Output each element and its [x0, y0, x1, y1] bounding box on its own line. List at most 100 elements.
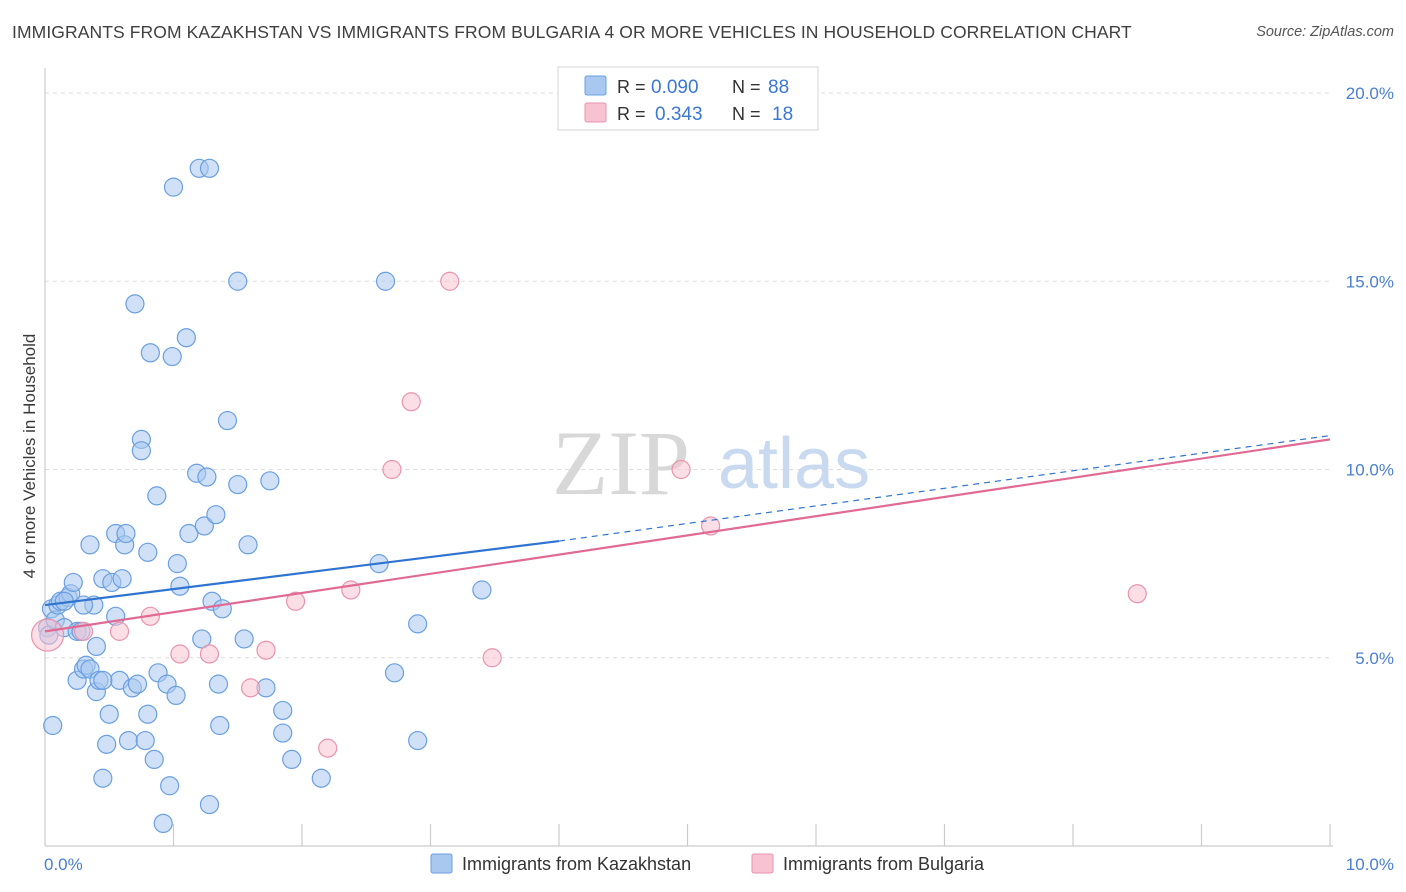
kazakhstan-point [208, 674, 229, 694]
bottom-legend-label-bulgaria: Immigrants from Bulgaria [783, 854, 985, 874]
legend-box: R = 0.090 N = 88 R = 0.343 N = 18 [557, 66, 819, 131]
y-tick-labels: 5.0% 10.0% 15.0% 20.0% [1346, 84, 1394, 668]
kazakhstan-point [192, 629, 212, 649]
kazakhstan-point [138, 704, 158, 724]
bulgaria-point [199, 644, 220, 664]
kazakhstan-point [472, 580, 492, 600]
kazakhstan-point [179, 523, 199, 544]
bottom-legend-swatch-bulgaria [751, 853, 774, 874]
kazakhstan-point [86, 636, 107, 657]
bulgaria-point [241, 678, 261, 698]
kazakhstan-point [408, 614, 428, 634]
kazakhstan-point [228, 271, 248, 291]
watermark-atlas: atlas [718, 424, 870, 504]
bulgaria-point [382, 459, 402, 480]
y-axis-label: 4 or more Vehicles in Household [20, 334, 39, 579]
bulgaria-point [170, 644, 190, 664]
kazakhstan-point [43, 715, 63, 736]
kazakhstan-point [228, 474, 248, 495]
kazakhstan-point [147, 486, 167, 506]
kazakhstan-point [194, 516, 214, 536]
kazakhstan-point [144, 749, 164, 770]
bulgaria-trend-line [44, 438, 1331, 633]
kazakhstan-point [125, 294, 145, 314]
trend-lines [44, 435, 1331, 633]
kazakhstan-point [199, 794, 220, 815]
kazakhstan-point [206, 505, 226, 525]
bulgaria-point [482, 648, 502, 668]
watermark: ZIP atlas [552, 412, 870, 514]
kazakhstan-point [273, 723, 293, 743]
kazakhstan-point [131, 441, 151, 461]
kazakhstan-point [260, 471, 280, 491]
bottom-legend-label-kazakhstan: Immigrants from Kazakhstan [462, 854, 691, 874]
legend-r-value-bulgaria: 0.343 [655, 104, 703, 125]
bulgaria-point [671, 459, 691, 480]
kazakhstan-point [199, 158, 220, 178]
legend-swatch-bulgaria [584, 102, 607, 123]
kazakhstan-point [153, 813, 173, 834]
kazakhstan-point [118, 730, 139, 751]
kazakhstan-point [282, 749, 302, 770]
kazakhstan-point [93, 768, 113, 788]
kazakhstan-point [80, 535, 100, 555]
bulgaria-point [1127, 584, 1147, 604]
y-tick-label: 5.0% [1355, 649, 1394, 668]
x-tick-label: 0.0% [44, 855, 83, 874]
kazakhstan-point [99, 704, 119, 724]
legend-n-label-kazakhstan: N = [732, 77, 761, 97]
kazakhstan-point [112, 569, 132, 589]
legend-n-label-bulgaria: N = [732, 104, 761, 124]
legend-r-label-bulgaria: R = [617, 104, 646, 124]
bulgaria-point [30, 618, 65, 652]
legend-n-value-kazakhstan: 88 [768, 77, 789, 98]
chart-title: IMMIGRANTS FROM KAZAKHSTAN VS IMMIGRANTS… [12, 22, 1132, 42]
kazakhstan-point [212, 599, 232, 619]
kazakhstan-trend-extension [558, 435, 1331, 542]
kazakhstan-point [63, 572, 83, 593]
kazakhstan-point [238, 535, 258, 555]
kazakhstan-point [167, 554, 187, 574]
kazakhstan-point [384, 663, 405, 683]
kazakhstan-trend-line [44, 539, 560, 607]
bulgaria-point [440, 271, 460, 291]
kazakhstan-point [162, 346, 182, 367]
kazakhstan-point [163, 177, 184, 197]
kazakhstan-point [176, 328, 196, 348]
kazakhstan-point [138, 542, 158, 562]
axes [44, 68, 1333, 847]
watermark-zip: ZIP [552, 412, 690, 514]
legend-n-value-bulgaria: 18 [772, 104, 793, 125]
x-tick-label: 10.0% [1346, 855, 1394, 874]
bulgaria-point [256, 640, 276, 660]
bulgaria-point [318, 738, 338, 758]
kazakhstan-points [37, 158, 492, 834]
kazakhstan-point [375, 271, 396, 291]
kazakhstan-point [93, 670, 113, 690]
y-tick-label: 20.0% [1346, 84, 1394, 103]
bulgaria-point [401, 392, 421, 412]
kazakhstan-point [127, 674, 148, 694]
bottom-legend-swatch-kazakhstan [430, 853, 453, 874]
legend-r-value-kazakhstan: 0.090 [651, 77, 699, 98]
bulgaria-point [109, 621, 130, 641]
kazakhstan-point [170, 576, 190, 596]
bulgaria-points [30, 271, 1147, 758]
kazakhstan-point [311, 768, 331, 788]
x-tick-labels: 0.0% 10.0% [44, 855, 1394, 874]
kazakhstan-point [160, 776, 180, 796]
kazakhstan-point [140, 343, 160, 363]
y-tick-label: 15.0% [1346, 272, 1394, 291]
kazakhstan-point [97, 734, 117, 754]
source-label: Source: ZipAtlas.com [1256, 24, 1394, 40]
kazakhstan-point [408, 730, 428, 751]
kazakhstan-point [116, 523, 136, 544]
kazakhstan-point [197, 467, 217, 487]
legend-swatch-kazakhstan [584, 75, 607, 96]
bottom-legend: Immigrants from Kazakhstan Immigrants fr… [430, 853, 985, 874]
kazakhstan-point [273, 700, 293, 721]
kazakhstan-point [217, 410, 238, 431]
kazakhstan-point [135, 730, 155, 751]
kazakhstan-point [166, 685, 186, 706]
